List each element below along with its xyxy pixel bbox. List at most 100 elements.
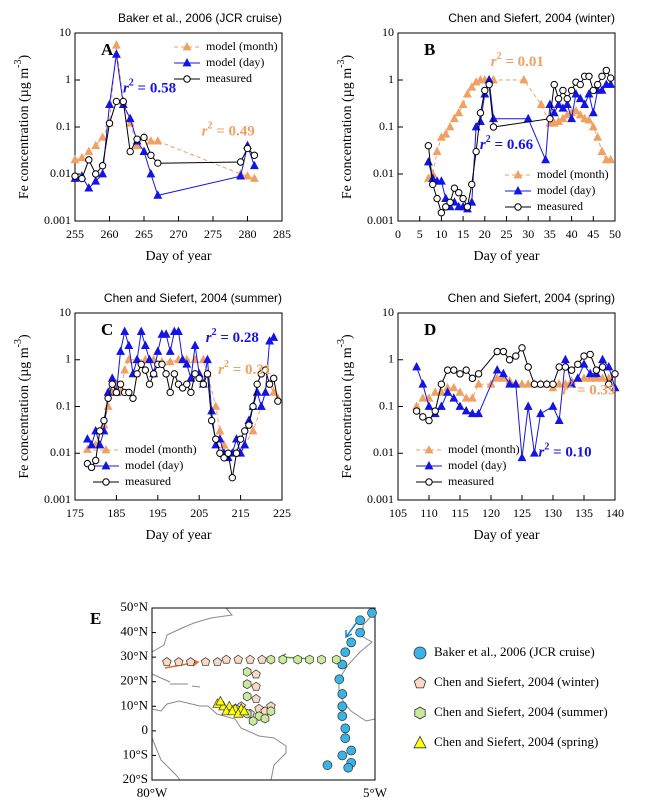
data-point xyxy=(136,326,146,335)
data-point xyxy=(236,171,246,180)
data-point xyxy=(153,190,163,199)
data-point xyxy=(467,393,477,402)
data-point xyxy=(561,363,570,371)
data-point xyxy=(187,388,195,397)
data-point xyxy=(511,379,521,388)
data-point xyxy=(524,363,532,371)
station xyxy=(260,713,270,724)
data-point xyxy=(455,387,465,396)
data-point xyxy=(437,380,446,388)
data-point xyxy=(424,142,433,150)
data-point xyxy=(139,146,149,155)
panel-label: A xyxy=(101,40,114,59)
station xyxy=(343,762,354,773)
station xyxy=(367,608,377,618)
data-point xyxy=(585,72,593,80)
data-point xyxy=(549,380,557,388)
x-tick-label: 105 xyxy=(389,506,407,520)
r-squared-text: = 0.10 xyxy=(549,445,591,461)
data-point xyxy=(248,425,258,435)
r-squared-sup: 2 xyxy=(129,78,134,89)
data-point xyxy=(442,203,450,211)
legend-label: Chen and Siefert, 2004 (spring) xyxy=(434,734,598,749)
data-point xyxy=(220,454,228,462)
panel-title: Baker et al., 2006 (JCR cruise) xyxy=(118,11,282,25)
legend-marker xyxy=(182,41,192,51)
r-squared-var: r xyxy=(491,55,497,71)
y-tick-label: 0.1 xyxy=(379,398,394,412)
data-point xyxy=(146,168,156,178)
r-squared-var: r xyxy=(562,383,568,399)
y-axis-label-end: ) xyxy=(17,55,32,60)
x-tick-label: 215 xyxy=(232,506,250,520)
data-point xyxy=(489,113,498,123)
data-point xyxy=(576,80,584,89)
legend-label: model (day) xyxy=(448,458,506,472)
panel-label: C xyxy=(101,320,113,339)
data-point xyxy=(517,379,527,388)
r-squared: r2 = 0.58 xyxy=(123,78,176,97)
x-axis-label: Day of year xyxy=(473,249,539,264)
coast-south-america xyxy=(151,700,287,781)
data-point xyxy=(567,379,577,388)
x-tick-label: 195 xyxy=(149,506,167,520)
data-point xyxy=(211,401,221,410)
data-point xyxy=(529,448,539,457)
data-point xyxy=(145,380,154,388)
legend-label: model (month) xyxy=(537,167,609,181)
data-point xyxy=(140,133,148,142)
data-point xyxy=(183,380,191,388)
data-point xyxy=(245,421,253,429)
legend-marker xyxy=(101,444,111,454)
data-point xyxy=(84,183,94,192)
data-point xyxy=(597,85,607,94)
data-point xyxy=(162,370,170,378)
station xyxy=(355,627,365,638)
data-point xyxy=(571,105,581,115)
data-point xyxy=(456,370,464,378)
x-tick-label: 80°W xyxy=(137,785,168,800)
x-tick-label: 125 xyxy=(513,506,531,520)
data-point xyxy=(591,373,601,382)
data-point xyxy=(523,379,533,388)
x-tick-label: 285 xyxy=(273,227,291,241)
r-squared: r2 = 0.66 xyxy=(480,134,534,153)
data-point xyxy=(481,86,489,95)
y-tick-label: 10°S xyxy=(123,746,148,761)
data-point xyxy=(597,146,607,155)
data-point xyxy=(269,332,279,341)
legend-label: model (month) xyxy=(206,39,278,53)
y-tick-label: 0.1 xyxy=(379,119,394,133)
data-point xyxy=(455,189,463,197)
data-point xyxy=(455,401,465,410)
data-point xyxy=(575,93,585,103)
r-squared: r2 = 0.49 xyxy=(202,121,255,140)
panel-title: Chen and Siefert, 2004 (summer) xyxy=(104,291,282,305)
y-axis-label-sup: -3 xyxy=(336,60,347,68)
panel-label: B xyxy=(424,40,435,59)
data-point xyxy=(91,176,101,185)
data-point xyxy=(580,352,588,360)
data-point xyxy=(467,82,477,91)
x-tick-label: 25 xyxy=(501,227,513,241)
data-point xyxy=(463,89,472,98)
data-point xyxy=(471,121,481,131)
legend-marker xyxy=(425,478,433,486)
y-tick-label: 0.01 xyxy=(50,166,71,180)
data-point xyxy=(606,154,616,164)
data-point xyxy=(598,373,608,382)
data-point xyxy=(269,387,279,396)
data-point xyxy=(249,402,257,411)
data-point xyxy=(449,393,459,402)
data-point xyxy=(554,99,564,108)
data-point xyxy=(243,171,252,180)
station xyxy=(242,666,252,677)
data-point xyxy=(606,74,615,82)
data-point xyxy=(530,380,539,388)
data-point xyxy=(562,99,572,108)
y-tick-label: 1 xyxy=(65,352,71,366)
station xyxy=(200,657,211,667)
data-point xyxy=(586,350,594,359)
data-point xyxy=(186,373,196,382)
data-point xyxy=(450,366,458,374)
